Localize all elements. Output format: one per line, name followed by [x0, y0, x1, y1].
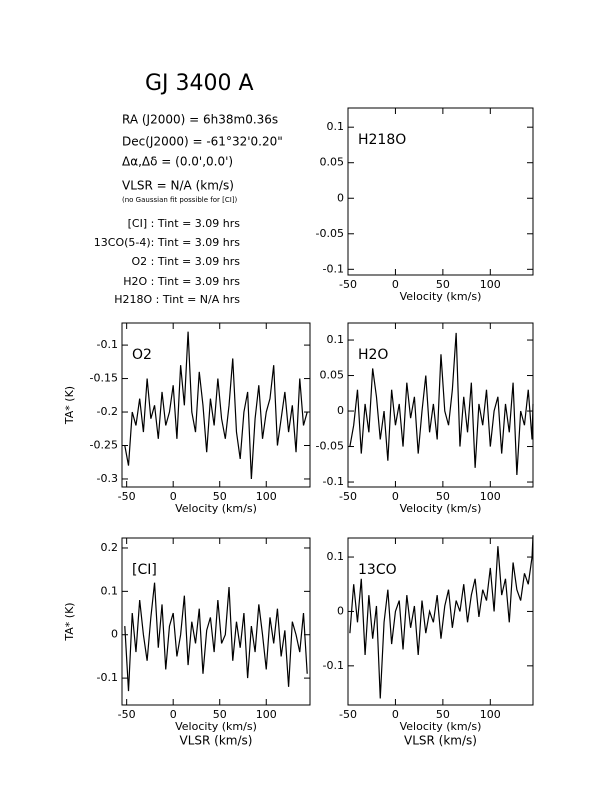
x-tick-label: -50: [339, 708, 357, 721]
x-axis-sublabel: VLSR (km/s): [404, 734, 477, 748]
panel-label: [CI]: [132, 562, 157, 578]
y-tick-label: 0.05: [320, 156, 345, 169]
panel: -50 0 50 100 -0.3 -0.25 -0.2 -0.15 -0.1 O2 Velocit…: [63, 322, 311, 515]
x-tick-label: 0: [392, 708, 399, 721]
y-tick-label: -0.05: [316, 227, 344, 240]
y-tick-label: -0.05: [316, 440, 344, 453]
panel: -50 0 50 100 -0.1 0 0.1 13CO Velocity (km/s)VLSR…: [323, 535, 534, 748]
time-line: H218O : Tint = N/A hrs: [114, 293, 240, 306]
panel: -50 0 50 100 -0.1 -0.05 0 0.05 0.1 H218O Velocity …: [316, 107, 534, 303]
x-axis-label: Velocity (km/s): [400, 290, 482, 303]
y-tick-label: 0.1: [327, 550, 345, 563]
x-tick-label: 50: [436, 278, 450, 291]
x-axis-label: Velocity (km/s): [175, 502, 257, 515]
time-line: 13CO(5-4): Tint = 3.09 hrs: [94, 236, 241, 249]
y-axis-label: TA* (K): [63, 386, 76, 425]
y-tick-label: -0.25: [90, 438, 118, 451]
x-tick-label: 0: [170, 490, 177, 503]
x-axis-label: Velocity (km/s): [175, 720, 257, 733]
x-tick-label: 100: [480, 278, 501, 291]
y-tick-label: -0.1: [97, 671, 118, 684]
y-tick-label: 0.05: [320, 369, 345, 382]
y-axis-label: TA* (K): [63, 602, 76, 641]
x-tick-label: 0: [170, 708, 177, 721]
time-line: H2O : Tint = 3.09 hrs: [123, 275, 240, 288]
panel-label: H2O: [358, 347, 388, 363]
x-tick-label: 50: [436, 708, 450, 721]
x-tick-label: -50: [339, 278, 357, 291]
y-tick-label: -0.1: [323, 262, 344, 275]
y-tick-label: 0.1: [101, 584, 119, 597]
y-tick-label: 0: [111, 628, 118, 641]
spectrum-line: [124, 331, 308, 480]
y-tick-label: -0.3: [97, 472, 118, 485]
panel-label: H218O: [358, 132, 406, 148]
y-tick-label: 0: [337, 404, 344, 417]
x-tick-label: 0: [392, 490, 399, 503]
y-tick-label: -0.1: [323, 659, 344, 672]
y-tick-label: 0.1: [327, 120, 345, 133]
y-tick-label: -0.1: [97, 338, 118, 351]
x-tick-label: 100: [256, 490, 277, 503]
panel: -50 0 50 100 -0.1 -0.05 0 0.05 0.1 H2O Velocity (k…: [316, 322, 534, 515]
x-tick-label: 50: [436, 490, 450, 503]
plot-frame: [121, 537, 311, 706]
spectrum-line: [349, 535, 534, 699]
y-tick-label: 0: [337, 604, 344, 617]
time-line: O2 : Tint = 3.09 hrs: [131, 255, 240, 268]
plot-frame: [347, 107, 534, 276]
plot-frame: [347, 537, 534, 706]
spectrum-line: [124, 582, 308, 692]
info-note: (no Gaussian fit possible for [CI]): [122, 196, 238, 204]
info-line: Dec(J2000) = -61°32'0.20": [122, 135, 283, 149]
info-line: VLSR = N/A (km/s): [122, 179, 234, 193]
x-tick-label: 50: [213, 708, 227, 721]
x-tick-label: 100: [480, 490, 501, 503]
spectrum-line: [349, 332, 534, 475]
y-tick-label: -0.1: [323, 475, 344, 488]
panel: -50 0 50 100 -0.1 0 0.1 0.2 [CI] Velocity (km/s)V…: [63, 537, 311, 748]
x-axis-label: Velocity (km/s): [400, 502, 482, 515]
x-tick-label: -50: [118, 708, 136, 721]
x-axis-label: Velocity (km/s): [400, 720, 482, 733]
x-tick-label: 0: [392, 278, 399, 291]
y-tick-label: 0.2: [101, 541, 119, 554]
info-line: Δα,Δδ = (0.0',0.0'): [122, 155, 233, 169]
panel-label: 13CO: [358, 562, 397, 578]
x-tick-label: 100: [256, 708, 277, 721]
page-title: GJ 3400 A: [145, 71, 254, 96]
plot-frame: [121, 322, 311, 488]
y-tick-label: 0: [337, 191, 344, 204]
y-tick-label: -0.2: [97, 405, 118, 418]
time-line: [CI] : Tint = 3.09 hrs: [128, 217, 241, 230]
x-tick-label: 100: [480, 708, 501, 721]
y-tick-label: 0.1: [327, 333, 345, 346]
x-tick-label: 50: [213, 490, 227, 503]
y-tick-label: -0.15: [90, 372, 118, 385]
info-line: RA (J2000) = 6h38m0.36s: [122, 113, 278, 127]
x-axis-sublabel: VLSR (km/s): [180, 734, 253, 748]
panel-label: O2: [132, 347, 152, 363]
x-tick-label: -50: [118, 490, 136, 503]
x-tick-label: -50: [339, 490, 357, 503]
